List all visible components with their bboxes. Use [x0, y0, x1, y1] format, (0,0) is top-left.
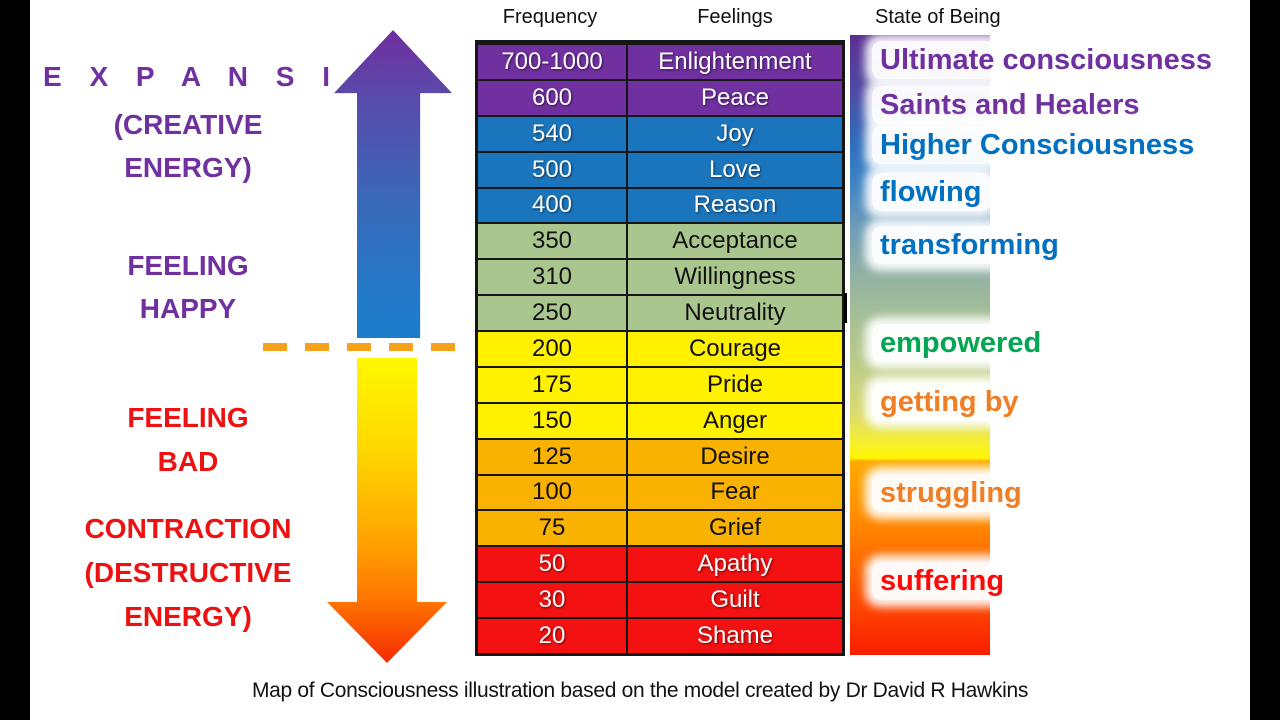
stray-mark: [844, 293, 847, 323]
feeling-cell: Reason: [626, 188, 842, 223]
frequency-cell: 600: [531, 83, 573, 111]
contraction-label: CONTRACTION: [84, 513, 292, 544]
feeling-cell: Anger: [626, 403, 842, 438]
feelings-column-header: Feelings: [697, 6, 773, 28]
state-of-being-label: getting by: [872, 383, 1029, 421]
feeling-cell: Joy: [626, 116, 842, 151]
table-row: 500 Love: [478, 150, 842, 187]
state-of-being-label: transforming: [872, 226, 1069, 264]
table-row: 50 Apathy: [478, 545, 842, 582]
table-row: 150 Anger: [478, 401, 842, 438]
feeling-cell: Courage: [626, 332, 842, 366]
frequency-feelings-table: 700-1000 Enlightenment 600 Peace 540 Joy…: [475, 40, 845, 656]
feeling-cell: Peace: [626, 80, 842, 115]
table-row: 250 Neutrality: [478, 294, 842, 330]
table-row: 75 Grief: [478, 509, 842, 546]
table-row: 30 Guilt: [478, 581, 842, 617]
feeling-cell: Acceptance: [626, 224, 842, 259]
feeling-cell: Love: [626, 152, 842, 187]
feeling-bad-label-line1: FEELING: [127, 402, 249, 433]
state-of-being-column-header: State of Being: [875, 6, 1001, 28]
right-black-bar: [1250, 0, 1280, 720]
state-of-being-label: suffering: [872, 562, 1015, 600]
left-black-bar: [0, 0, 30, 720]
frequency-cell: 500: [531, 155, 573, 183]
threshold-dashed-line: [263, 343, 456, 351]
frequency-cell: 125: [531, 442, 573, 470]
caption: Map of Consciousness illustration based …: [251, 679, 1029, 702]
feeling-cell: Neutrality: [626, 296, 842, 330]
feeling-cell: Apathy: [626, 547, 842, 582]
creative-energy-label-line2: ENERGY): [124, 152, 252, 183]
feeling-cell: Shame: [626, 619, 842, 653]
state-of-being-label: Ultimate consciousness: [872, 41, 1222, 79]
frequency-cell: 250: [531, 299, 573, 327]
destructive-energy-label-line1: (DESTRUCTIVE: [84, 557, 292, 588]
table-row: 310 Willingness: [478, 258, 842, 295]
table-row: 100 Fear: [478, 473, 842, 510]
feeling-cell: Pride: [626, 367, 842, 402]
frequency-cell: 30: [538, 586, 566, 614]
destructive-energy-label-line2: ENERGY): [124, 601, 252, 632]
feeling-happy-label-line2: HAPPY: [139, 293, 237, 324]
table-row: 175 Pride: [478, 365, 842, 402]
expansion-up-arrow-icon: [334, 30, 452, 338]
frequency-cell: 150: [531, 406, 573, 434]
frequency-cell: 540: [531, 119, 573, 147]
state-of-being-label: Saints and Healers: [872, 86, 1150, 124]
frequency-cell: 100: [531, 478, 573, 506]
feeling-cell: Fear: [626, 475, 842, 510]
frequency-cell: 175: [531, 370, 573, 398]
state-of-being-label: struggling: [872, 474, 1032, 512]
table-row: 400 Reason: [478, 186, 842, 223]
state-of-being-label: Higher Consciousness: [872, 126, 1205, 164]
table-row: 125 Desire: [478, 437, 842, 474]
table-row: 20 Shame: [478, 617, 842, 653]
feeling-bad-label-line2: BAD: [157, 446, 219, 477]
feeling-cell: Willingness: [626, 260, 842, 295]
table-row: 200 Courage: [478, 330, 842, 366]
feeling-cell: Enlightenment: [626, 45, 842, 79]
creative-energy-label-line1: (CREATIVE: [113, 109, 263, 140]
table-row: 540 Joy: [478, 114, 842, 151]
frequency-cell: 20: [538, 621, 566, 649]
state-of-being-label: empowered: [872, 324, 1052, 362]
table-row: 700-1000 Enlightenment: [478, 43, 842, 79]
table-row: 350 Acceptance: [478, 222, 842, 259]
feeling-cell: Grief: [626, 511, 842, 546]
table-row: 600 Peace: [478, 78, 842, 115]
feeling-happy-label-line1: FEELING: [127, 250, 249, 281]
frequency-cell: 700-1000: [501, 47, 603, 75]
expansion-label: E X P A N S I O N: [43, 61, 438, 92]
feeling-cell: Desire: [626, 439, 842, 474]
frequency-cell: 75: [538, 514, 566, 542]
contraction-down-arrow-icon: [327, 358, 447, 663]
frequency-cell: 50: [538, 550, 566, 578]
state-of-being-label: flowing: [872, 173, 992, 211]
frequency-cell: 200: [531, 334, 573, 362]
frequency-cell: 400: [531, 191, 573, 219]
frequency-cell: 310: [531, 263, 573, 291]
frequency-column-header: Frequency: [502, 6, 598, 28]
feeling-cell: Guilt: [626, 583, 842, 617]
frequency-cell: 350: [531, 227, 573, 255]
